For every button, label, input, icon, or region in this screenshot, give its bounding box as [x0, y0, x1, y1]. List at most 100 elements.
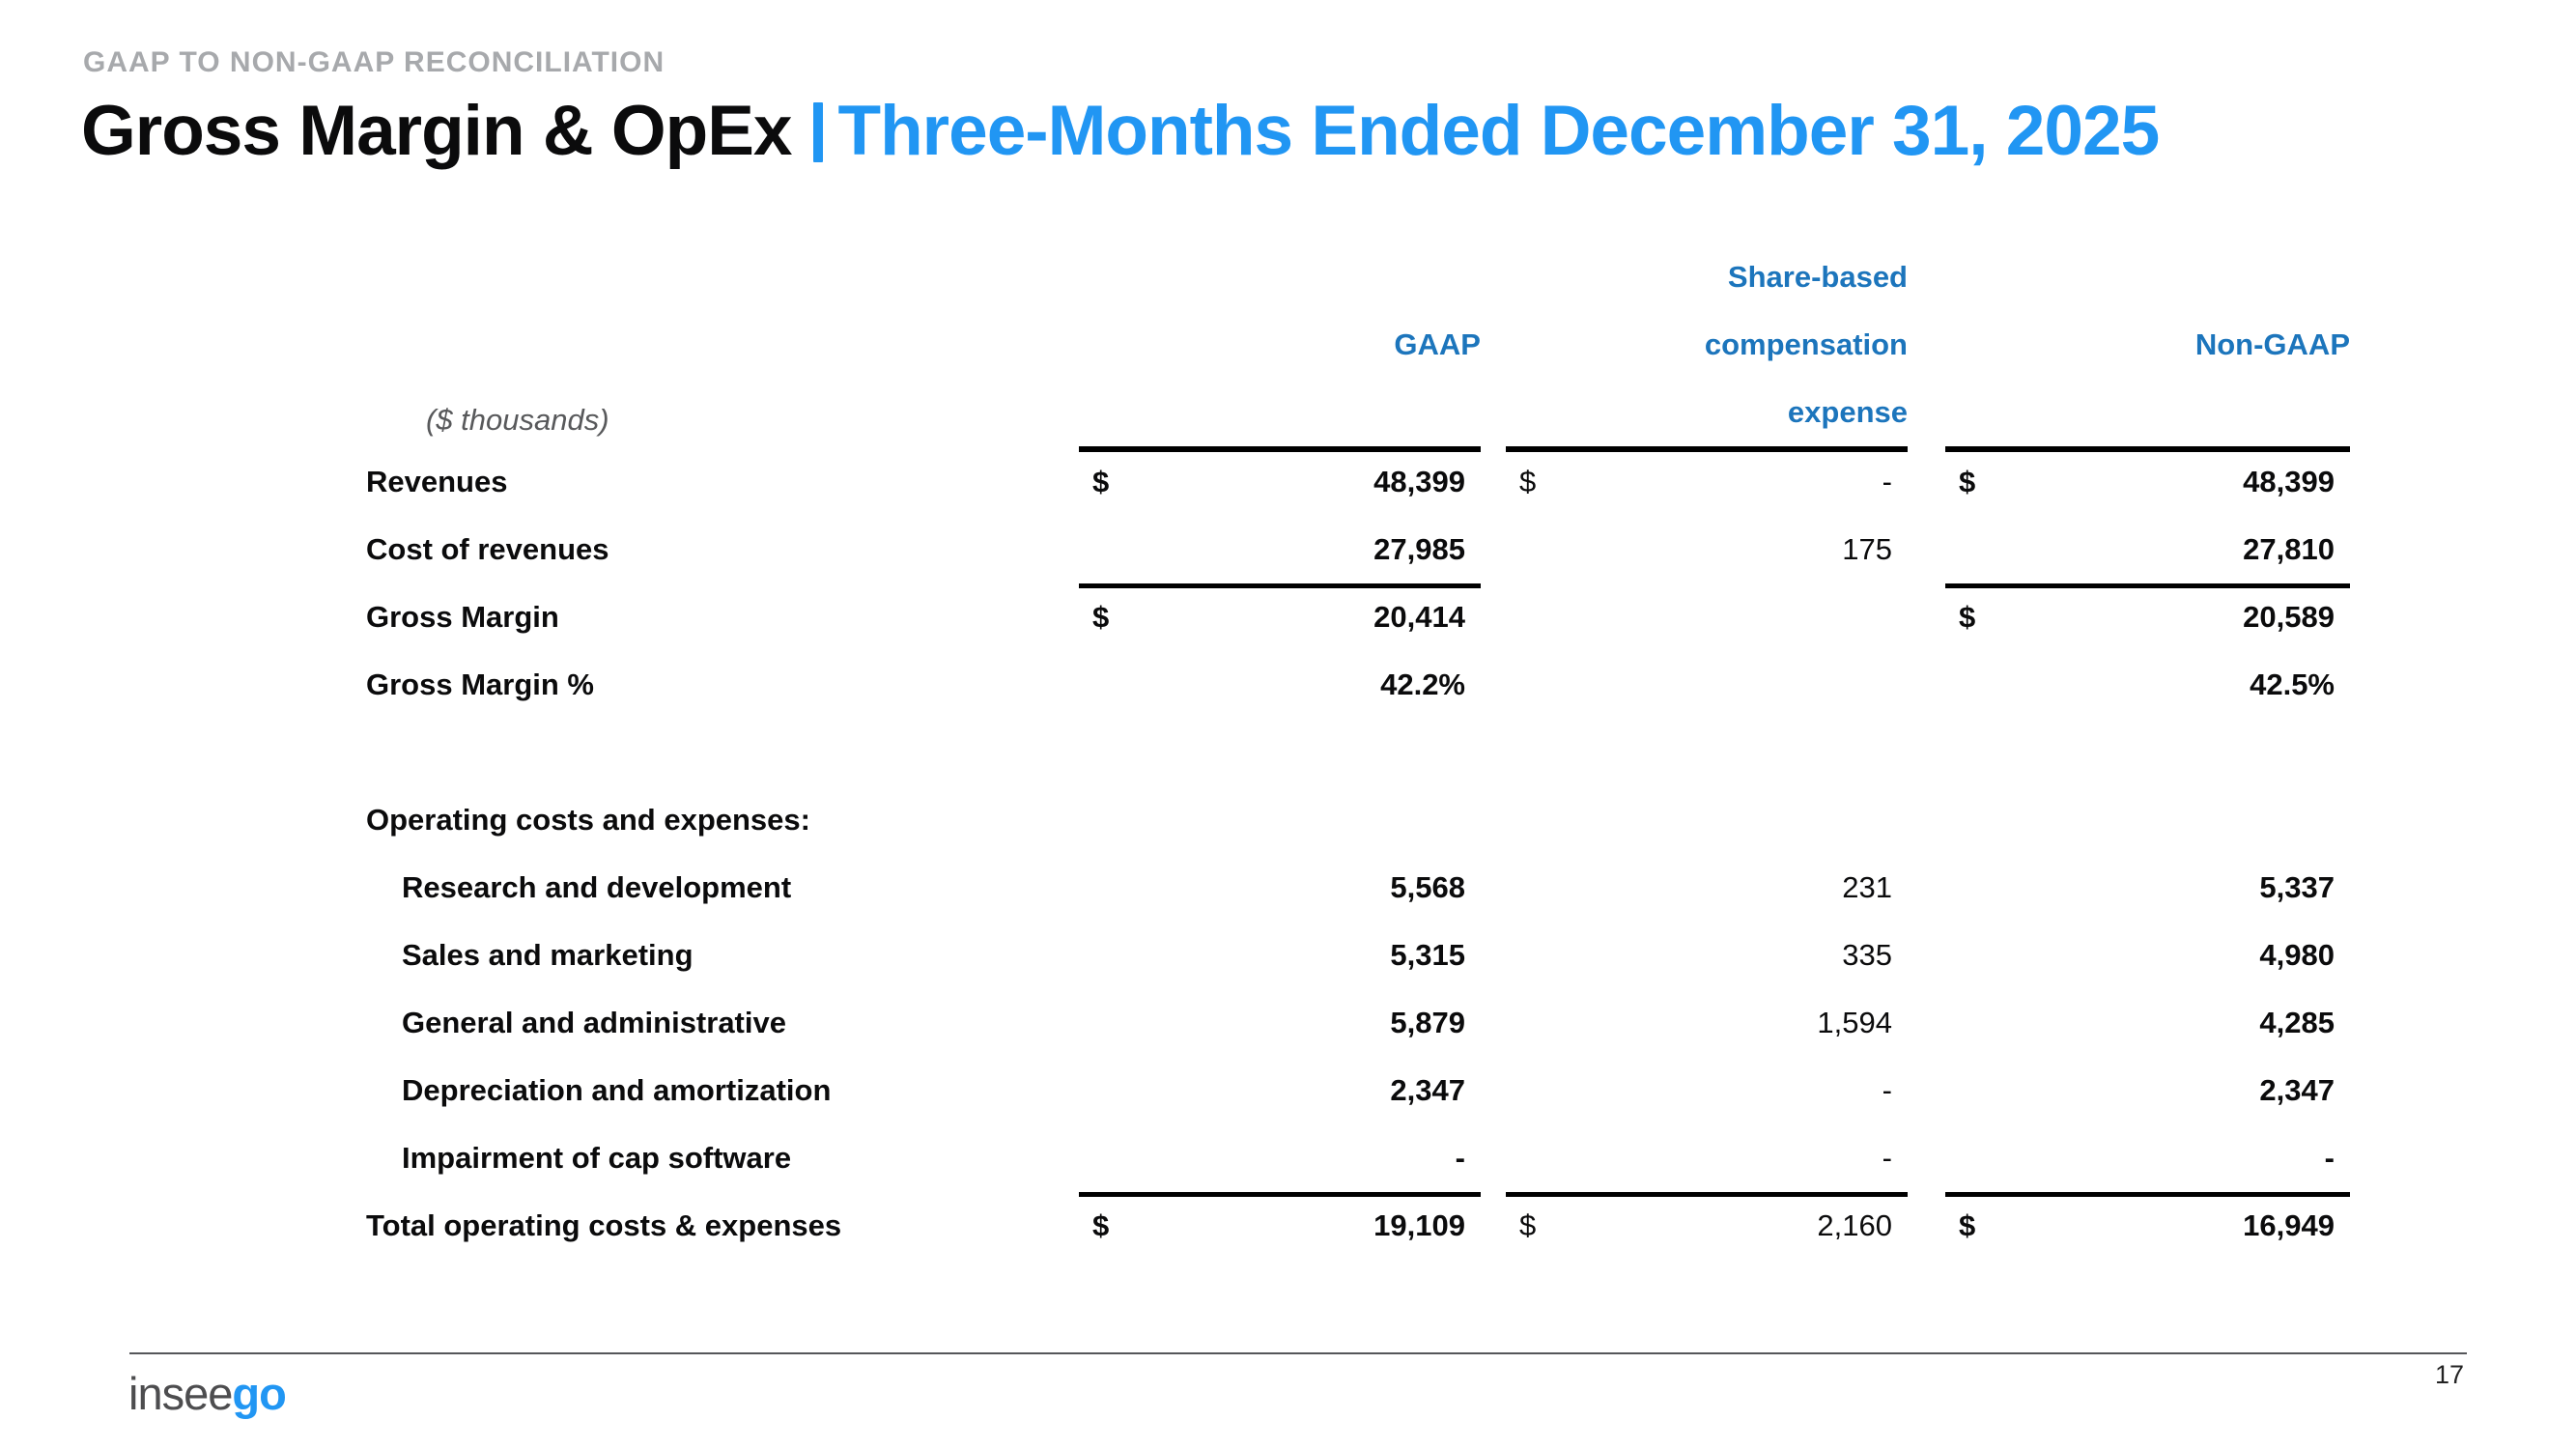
sbc-cell: 231 [1506, 854, 1908, 922]
sbc-value: 2,160 [1817, 1208, 1892, 1242]
row-label: Impairment of cap software [402, 1141, 792, 1175]
gaap-value: 48,399 [1373, 465, 1465, 498]
unit-note: ($ thousands) [426, 403, 609, 437]
sbc-cell: $ - [1506, 448, 1908, 516]
table-row-depreciation: Depreciation and amortization 2,347 - 2,… [366, 1057, 2350, 1124]
gaap-cell: 42.2% [1079, 651, 1481, 719]
non-gaap-cell: 27,810 [1945, 516, 2350, 588]
table-row-gross-margin-pct: Gross Margin % 42.2% 42.5% [366, 651, 2350, 719]
table-row-gross-margin: Gross Margin $20,414 $20,589 [366, 583, 2350, 651]
title-separator-bar [812, 102, 823, 162]
gaap-value: 20,414 [1373, 600, 1465, 634]
row-label: Gross Margin [366, 600, 559, 634]
row-label: Gross Margin % [366, 668, 594, 701]
gaap-cell: $20,414 [1079, 583, 1481, 651]
gaap-value: 19,109 [1373, 1208, 1465, 1242]
col-header-gaap-label: GAAP [1394, 327, 1481, 361]
gaap-cell: - [1079, 1124, 1481, 1197]
non-gaap-cell: 42.5% [1945, 651, 2350, 719]
sbc-value: - [1882, 1141, 1892, 1175]
non-gaap-value: 4,285 [2259, 1006, 2335, 1039]
gaap-cell: $19,109 [1079, 1192, 1481, 1260]
sbc-cell [1506, 583, 1908, 651]
gaap-value: - [1455, 1141, 1465, 1175]
col-header-non-gaap: Non-GAAP [1945, 243, 2350, 452]
dollar-sign: $ [1092, 465, 1110, 498]
eyebrow: GAAP TO NON-GAAP RECONCILIATION [83, 46, 665, 78]
non-gaap-value: 27,810 [2243, 532, 2335, 566]
non-gaap-cell: $20,589 [1945, 583, 2350, 651]
sbc-value: 335 [1842, 938, 1892, 972]
non-gaap-value: 42.5% [2250, 668, 2335, 701]
non-gaap-cell: 4,285 [1945, 989, 2350, 1057]
gaap-value: 2,347 [1390, 1073, 1465, 1107]
non-gaap-cell: 4,980 [1945, 922, 2350, 989]
sbc-value: - [1882, 465, 1892, 498]
unit-note-cell: ($ thousands) [366, 243, 1079, 452]
row-label: Depreciation and amortization [402, 1073, 832, 1107]
row-label: Total operating costs & expenses [366, 1208, 842, 1242]
gaap-cell: 27,985 [1079, 516, 1481, 588]
logo-text-blue: go [232, 1368, 286, 1419]
col-header-sbc-line3: expense [1787, 395, 1908, 429]
non-gaap-value: 4,980 [2259, 938, 2335, 972]
table-row-cost-of-revenues: Cost of revenues 27,985 175 27,810 [366, 516, 2350, 588]
table-row-total-opex: Total operating costs & expenses $19,109… [366, 1192, 2350, 1260]
dollar-sign: $ [1519, 465, 1537, 498]
dollar-sign: $ [1092, 600, 1110, 634]
inseego-logo: inseego [128, 1367, 287, 1420]
non-gaap-cell: - [1945, 1124, 2350, 1197]
table-row-opex-header: Operating costs and expenses: [366, 786, 2350, 854]
col-header-sbc: Share-based compensation expense [1506, 243, 1908, 452]
gaap-value: 5,879 [1390, 1006, 1465, 1039]
reconciliation-table: ($ thousands) GAAP Share-based compensat… [366, 243, 2350, 1260]
logo-text-gray: insee [128, 1368, 233, 1419]
non-gaap-cell: 5,337 [1945, 854, 2350, 922]
page-number: 17 [2434, 1360, 2464, 1389]
non-gaap-value: 2,347 [2259, 1073, 2335, 1107]
non-gaap-cell: 2,347 [1945, 1057, 2350, 1124]
gaap-cell: 2,347 [1079, 1057, 1481, 1124]
row-label: General and administrative [402, 1006, 786, 1039]
sbc-cell: 1,594 [1506, 989, 1908, 1057]
row-label: Cost of revenues [366, 532, 609, 566]
col-gap [1481, 243, 1506, 452]
table-row-impairment: Impairment of cap software - - - [366, 1124, 2350, 1197]
gaap-value: 5,315 [1390, 938, 1465, 972]
footer-divider [129, 1352, 2467, 1354]
dollar-sign: $ [1519, 1208, 1537, 1242]
dollar-sign: $ [1959, 600, 1976, 634]
dollar-sign: $ [1959, 465, 1976, 498]
row-label: Sales and marketing [402, 938, 694, 972]
table-spacer-row [366, 719, 2350, 786]
table-row-revenues: Revenues $48,399 $ - $48,399 [366, 448, 2350, 516]
col-header-sbc-line1: Share-based [1727, 260, 1908, 294]
dollar-sign: $ [1092, 1208, 1110, 1242]
sbc-value: 175 [1842, 532, 1892, 566]
sbc-cell [1506, 651, 1908, 719]
non-gaap-value: 5,337 [2259, 870, 2335, 904]
row-label: Revenues [366, 465, 508, 498]
sbc-cell: 175 [1506, 516, 1908, 588]
non-gaap-value: 20,589 [2243, 600, 2335, 634]
non-gaap-cell: $16,949 [1945, 1192, 2350, 1260]
sbc-value: 1,594 [1817, 1006, 1892, 1039]
row-label: Research and development [402, 870, 792, 904]
sbc-cell: 335 [1506, 922, 1908, 989]
gaap-value: 5,568 [1390, 870, 1465, 904]
sbc-value: - [1882, 1073, 1892, 1107]
table-row-sales-marketing: Sales and marketing 5,315 335 4,980 [366, 922, 2350, 989]
gaap-cell: 5,315 [1079, 922, 1481, 989]
sbc-cell: $2,160 [1506, 1192, 1908, 1260]
col-header-sbc-line2: compensation [1704, 327, 1908, 361]
sbc-cell: - [1506, 1057, 1908, 1124]
gaap-value: 27,985 [1373, 532, 1465, 566]
page-title: Gross Margin & OpEx Three-Months Ended De… [81, 91, 2160, 171]
gaap-cell: 5,879 [1079, 989, 1481, 1057]
non-gaap-value: 16,949 [2243, 1208, 2335, 1242]
gaap-cell: 5,568 [1079, 854, 1481, 922]
sbc-value: 231 [1842, 870, 1892, 904]
gaap-cell: $48,399 [1079, 448, 1481, 516]
sbc-cell: - [1506, 1124, 1908, 1197]
